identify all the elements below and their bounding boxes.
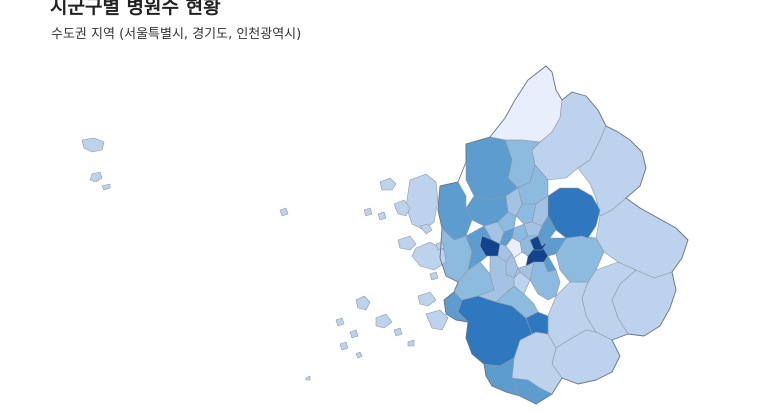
map-subtitle: 수도권 지역 (서울특별시, 경기도, 인천광역시) [51, 27, 302, 42]
island-sindo[interactable] [419, 223, 433, 235]
island-small-6[interactable] [349, 329, 359, 339]
island-small-2[interactable] [363, 207, 373, 217]
seoul-geumcheon[interactable] [517, 261, 535, 281]
island-seongmo[interactable] [393, 199, 411, 217]
island-small-7[interactable] [393, 327, 403, 337]
island-gyodong[interactable] [379, 177, 397, 191]
region-ganghwa[interactable] [405, 173, 439, 231]
seoul-songpa[interactable] [537, 215, 557, 247]
seoul-gwacheon[interactable] [513, 271, 531, 295]
seoul-gangdong[interactable] [543, 255, 557, 273]
island-small-12[interactable] [305, 375, 311, 381]
island-small-4[interactable] [335, 317, 345, 327]
island-daecheong[interactable] [89, 171, 103, 183]
island-jawol[interactable] [397, 235, 417, 251]
island-yeongheung[interactable] [417, 291, 437, 307]
island-small-1[interactable] [279, 207, 289, 217]
seoul-seocho[interactable] [529, 235, 547, 251]
island-small-11[interactable] [355, 351, 363, 359]
seoul-eunpyeong[interactable] [497, 211, 517, 233]
island-small-8[interactable] [407, 339, 415, 347]
island-daebu[interactable] [425, 309, 449, 331]
island-small-9[interactable] [435, 241, 445, 251]
island-deokjeok-1[interactable] [355, 295, 371, 311]
island-socheong[interactable] [101, 183, 111, 191]
island-deokjeok-2[interactable] [375, 313, 393, 329]
island-baengnyeong[interactable] [81, 137, 105, 153]
island-small-3[interactable] [377, 211, 387, 221]
metro-boundary [437, 65, 689, 405]
island-small-10[interactable] [429, 271, 439, 281]
island-small-5[interactable] [339, 341, 349, 351]
region-yeoncheon[interactable] [489, 65, 563, 143]
map-title: 시군구별 병원수 현황 [50, 0, 221, 18]
